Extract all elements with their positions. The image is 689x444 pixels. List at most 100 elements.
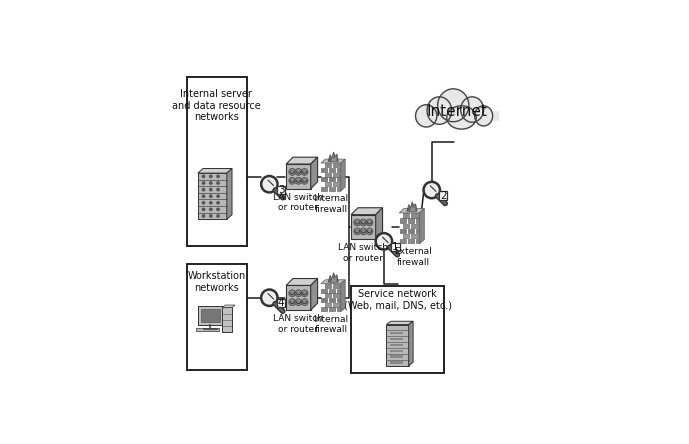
Text: LAN switch
or router: LAN switch or router — [274, 193, 323, 212]
Polygon shape — [338, 307, 340, 311]
Circle shape — [366, 219, 373, 226]
Polygon shape — [333, 303, 339, 307]
Circle shape — [209, 182, 212, 184]
Circle shape — [424, 183, 439, 197]
FancyBboxPatch shape — [440, 191, 447, 200]
Circle shape — [203, 215, 205, 217]
Polygon shape — [338, 178, 340, 181]
Circle shape — [301, 177, 308, 184]
Circle shape — [289, 299, 296, 305]
Polygon shape — [328, 273, 338, 282]
Ellipse shape — [427, 97, 452, 124]
Polygon shape — [322, 178, 327, 181]
Polygon shape — [325, 173, 331, 177]
Polygon shape — [411, 234, 418, 238]
Polygon shape — [329, 298, 336, 302]
Text: 3: 3 — [278, 185, 285, 194]
Polygon shape — [198, 305, 223, 325]
Polygon shape — [331, 275, 337, 282]
Text: External
firewall: External firewall — [394, 247, 432, 266]
Polygon shape — [322, 187, 327, 191]
Polygon shape — [196, 328, 218, 331]
Polygon shape — [408, 229, 414, 233]
Polygon shape — [329, 168, 336, 172]
Circle shape — [209, 175, 212, 178]
Circle shape — [217, 195, 219, 197]
FancyBboxPatch shape — [351, 286, 444, 373]
Text: LAN switch
or router: LAN switch or router — [338, 243, 389, 263]
Ellipse shape — [475, 106, 493, 126]
Circle shape — [203, 175, 205, 178]
Polygon shape — [325, 284, 331, 288]
Polygon shape — [408, 218, 414, 223]
Polygon shape — [198, 168, 232, 173]
Polygon shape — [333, 173, 339, 177]
Circle shape — [209, 188, 212, 191]
Polygon shape — [341, 280, 345, 312]
Circle shape — [209, 202, 212, 204]
Polygon shape — [329, 187, 336, 191]
Polygon shape — [387, 321, 413, 325]
Polygon shape — [416, 229, 420, 233]
Polygon shape — [333, 293, 339, 297]
FancyBboxPatch shape — [187, 77, 247, 246]
Circle shape — [301, 290, 308, 297]
Polygon shape — [333, 284, 339, 288]
Circle shape — [209, 208, 212, 210]
Ellipse shape — [438, 89, 469, 122]
Polygon shape — [227, 168, 232, 219]
Polygon shape — [338, 289, 340, 293]
Circle shape — [360, 219, 367, 226]
Circle shape — [366, 228, 373, 235]
Text: Workstation
networks: Workstation networks — [187, 271, 245, 293]
Circle shape — [295, 299, 302, 305]
Ellipse shape — [446, 106, 476, 129]
Polygon shape — [351, 208, 382, 214]
Polygon shape — [399, 209, 424, 213]
Polygon shape — [390, 338, 403, 341]
Text: Internal server
and data resource
networks: Internal server and data resource networ… — [172, 89, 260, 123]
Polygon shape — [329, 307, 336, 311]
Polygon shape — [390, 332, 403, 334]
Circle shape — [295, 177, 302, 184]
Polygon shape — [311, 157, 318, 189]
Circle shape — [262, 290, 276, 305]
Circle shape — [301, 168, 308, 175]
Polygon shape — [408, 239, 414, 243]
Polygon shape — [333, 182, 339, 186]
Polygon shape — [331, 155, 337, 162]
Polygon shape — [322, 168, 327, 172]
Polygon shape — [390, 356, 403, 358]
Polygon shape — [390, 344, 403, 346]
Circle shape — [203, 202, 205, 204]
Ellipse shape — [461, 97, 484, 122]
Polygon shape — [403, 234, 409, 238]
Polygon shape — [198, 173, 227, 219]
Polygon shape — [409, 204, 415, 211]
Polygon shape — [351, 214, 376, 239]
Polygon shape — [411, 213, 418, 218]
Circle shape — [217, 202, 219, 204]
Circle shape — [217, 215, 219, 217]
Polygon shape — [403, 213, 409, 218]
Circle shape — [295, 168, 302, 175]
Polygon shape — [223, 307, 232, 332]
Circle shape — [295, 290, 302, 297]
Text: Service network
(Web, mail, DNS, etc.): Service network (Web, mail, DNS, etc.) — [344, 289, 451, 311]
Text: 4: 4 — [278, 298, 285, 308]
Circle shape — [377, 234, 391, 249]
Polygon shape — [311, 278, 318, 310]
Circle shape — [203, 195, 205, 197]
Polygon shape — [416, 218, 420, 223]
Text: Internal
firewall: Internal firewall — [313, 194, 349, 214]
Circle shape — [203, 182, 205, 184]
Circle shape — [353, 219, 360, 226]
Polygon shape — [333, 163, 339, 167]
Polygon shape — [286, 278, 318, 285]
FancyBboxPatch shape — [391, 243, 400, 251]
Polygon shape — [403, 223, 409, 228]
Circle shape — [289, 168, 296, 175]
Circle shape — [217, 182, 219, 184]
Text: LAN switch
or router: LAN switch or router — [274, 314, 323, 333]
Polygon shape — [325, 182, 331, 186]
